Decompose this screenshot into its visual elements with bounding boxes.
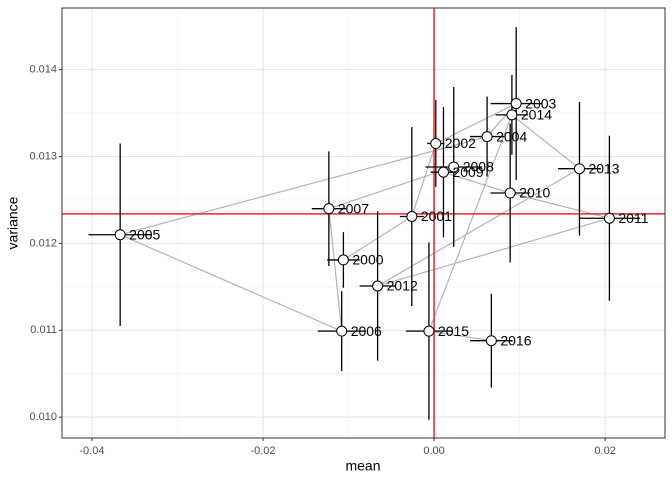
point-label: 2014 bbox=[521, 107, 552, 123]
point bbox=[372, 280, 384, 292]
x-tick-label: 0.02 bbox=[594, 445, 615, 457]
y-tick-label: 0.012 bbox=[29, 237, 57, 249]
x-tick-label: -0.04 bbox=[79, 445, 104, 457]
point-label: 2012 bbox=[387, 278, 418, 294]
point bbox=[481, 131, 493, 143]
path-line bbox=[118, 103, 612, 342]
point-label: 2011 bbox=[618, 210, 648, 226]
point bbox=[423, 325, 435, 337]
point-label: 2006 bbox=[351, 323, 382, 339]
point bbox=[336, 325, 348, 337]
point bbox=[448, 161, 460, 173]
point bbox=[114, 229, 126, 241]
point-label: 2003 bbox=[525, 95, 556, 111]
point bbox=[406, 210, 418, 222]
point-label: 2007 bbox=[338, 200, 369, 216]
y-tick-label: 0.010 bbox=[29, 411, 57, 423]
point-label: 2002 bbox=[445, 135, 476, 151]
point-label: 2016 bbox=[500, 332, 531, 348]
point-label: 2010 bbox=[519, 185, 550, 201]
point-label: 2005 bbox=[129, 226, 160, 242]
y-axis-label: variance bbox=[5, 196, 21, 249]
point-label: 2013 bbox=[588, 160, 619, 176]
point-label: 2015 bbox=[438, 323, 469, 339]
point bbox=[510, 98, 522, 110]
y-tick-label: 0.014 bbox=[29, 64, 57, 76]
point bbox=[430, 138, 442, 150]
point-label: 2009 bbox=[452, 164, 483, 180]
x-tick-label: 0.00 bbox=[423, 445, 444, 457]
point bbox=[504, 187, 516, 199]
panel-border bbox=[61, 7, 666, 439]
point bbox=[485, 335, 497, 347]
point bbox=[437, 166, 449, 178]
point bbox=[323, 203, 335, 215]
point-label: 2008 bbox=[463, 159, 494, 175]
x-axis-label: mean bbox=[345, 458, 380, 474]
point bbox=[603, 212, 615, 224]
x-tick-label: -0.02 bbox=[250, 445, 275, 457]
point bbox=[506, 109, 518, 121]
y-tick-label: 0.011 bbox=[30, 324, 57, 336]
point-label: 2001 bbox=[421, 208, 452, 224]
point bbox=[573, 163, 585, 175]
point-label: 2000 bbox=[352, 252, 383, 268]
point-label: 2004 bbox=[496, 128, 527, 144]
point bbox=[337, 254, 349, 266]
y-tick-label: 0.013 bbox=[29, 150, 57, 162]
